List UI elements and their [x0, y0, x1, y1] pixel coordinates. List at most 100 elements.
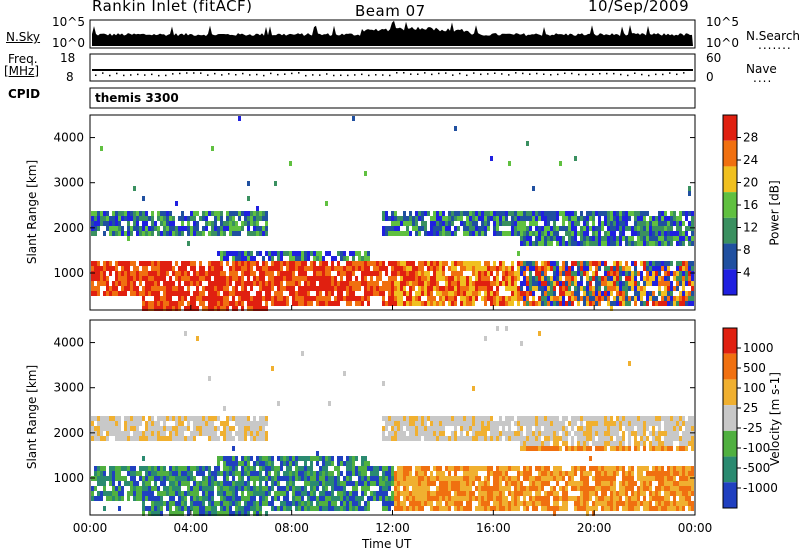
heatmap-cell: [331, 286, 334, 291]
heatmap-cell: [580, 471, 583, 476]
heatmap-cell: [553, 431, 556, 436]
heatmap-cell: [628, 476, 631, 481]
heatmap-cell: [541, 496, 544, 501]
heatmap-cell: [607, 501, 610, 506]
heatmap-cell: [496, 436, 499, 441]
heatmap-cell: [628, 436, 631, 441]
heatmap-cell: [214, 471, 217, 476]
heatmap-cell: [142, 306, 145, 311]
heatmap-cell: [634, 491, 637, 496]
heatmap-cell: [163, 261, 166, 266]
heatmap-cell: [103, 491, 106, 496]
heatmap-cell: [481, 491, 484, 496]
heatmap-cell: [331, 501, 334, 506]
heatmap-cell: [226, 416, 229, 421]
heatmap-cell: [223, 436, 226, 441]
heatmap-cell: [91, 221, 94, 226]
heatmap-cell: [337, 476, 340, 481]
heatmap-cell: [109, 476, 112, 481]
heatmap-cell: [265, 291, 268, 296]
heatmap-cell: [616, 466, 619, 471]
heatmap-cell: [379, 266, 382, 271]
heatmap-cell: [670, 226, 673, 231]
heatmap-cell: [250, 486, 253, 491]
heatmap-cell: [310, 276, 313, 281]
heatmap-cell: [613, 476, 616, 481]
heatmap-cell: [193, 296, 196, 301]
heatmap-cell: [550, 506, 553, 511]
heatmap-cell: [154, 276, 157, 281]
heatmap-cell: [667, 431, 670, 436]
heatmap-cell: [256, 251, 259, 256]
heatmap-cell: [229, 511, 232, 516]
heatmap-cell: [283, 301, 286, 306]
heatmap-cell: [151, 276, 154, 281]
heatmap-cell: [190, 466, 193, 471]
heatmap-cell: [625, 481, 628, 486]
heatmap-cell: [658, 446, 661, 451]
heatmap-cell: [523, 216, 526, 221]
heatmap-cell: [484, 496, 487, 501]
heatmap-cell: [253, 466, 256, 471]
heatmap-cell: [556, 421, 559, 426]
heatmap-cell: [646, 426, 649, 431]
heatmap-cell: [448, 211, 451, 216]
heatmap-cell: [148, 496, 151, 501]
heatmap-cell: [442, 296, 445, 301]
heatmap-cell: [382, 491, 385, 496]
heatmap-cell: [496, 226, 499, 231]
heatmap-cell: [214, 511, 217, 516]
heatmap-cell: [295, 501, 298, 506]
heatmap-cell: [409, 261, 412, 266]
heatmap-cell: [151, 486, 154, 491]
heatmap-cell: [364, 281, 367, 286]
heatmap-cell: [460, 496, 463, 501]
heatmap-cell: [100, 436, 103, 441]
heatmap-cell: [670, 466, 673, 471]
heatmap-cell: [586, 441, 589, 446]
heatmap-cell: [250, 211, 253, 216]
heatmap-cell: [445, 231, 448, 236]
heatmap-cell: [478, 231, 481, 236]
heatmap-cell: [487, 266, 490, 271]
heatmap-cell: [319, 466, 322, 471]
heatmap-cell: [343, 501, 346, 506]
heatmap-cell: [508, 301, 511, 306]
heatmap-cell: [466, 291, 469, 296]
heatmap-cell: [175, 471, 178, 476]
heatmap-cell: [556, 471, 559, 476]
heatmap-cell: [379, 261, 382, 266]
heatmap-cell: [175, 271, 178, 276]
heatmap-cell: [502, 231, 505, 236]
heatmap-cell: [235, 266, 238, 271]
heatmap-cell: [562, 496, 565, 501]
heatmap-cell: [448, 281, 451, 286]
heatmap-cell: [202, 506, 205, 511]
heatmap-cell: [385, 426, 388, 431]
heatmap-cell: [454, 226, 457, 231]
heatmap-cell: [148, 421, 151, 426]
heatmap-cell: [589, 466, 592, 471]
heatmap-cell: [226, 491, 229, 496]
heatmap-cell: [688, 296, 691, 301]
heatmap-cell: [634, 241, 637, 246]
heatmap-cell: [376, 491, 379, 496]
heatmap-cell: [532, 436, 535, 441]
heatmap-cell: [652, 496, 655, 501]
heatmap-cell: [259, 476, 262, 481]
heatmap-cell: [658, 506, 661, 511]
heatmap-cell: [586, 506, 589, 511]
heatmap-cell: [544, 496, 547, 501]
heatmap-cell: [469, 476, 472, 481]
heatmap-cell: [667, 221, 670, 226]
heatmap-cell: [472, 301, 475, 306]
heatmap-cell: [406, 281, 409, 286]
heatmap-cell: [451, 431, 454, 436]
heatmap-cell: [553, 281, 556, 286]
heatmap-cell: [145, 436, 148, 441]
heatmap-cell: [424, 416, 427, 421]
heatmap-cell: [145, 306, 148, 311]
heatmap-cell: [241, 286, 244, 291]
heatmap-cell: [658, 226, 661, 231]
heatmap-cell: [136, 216, 139, 221]
